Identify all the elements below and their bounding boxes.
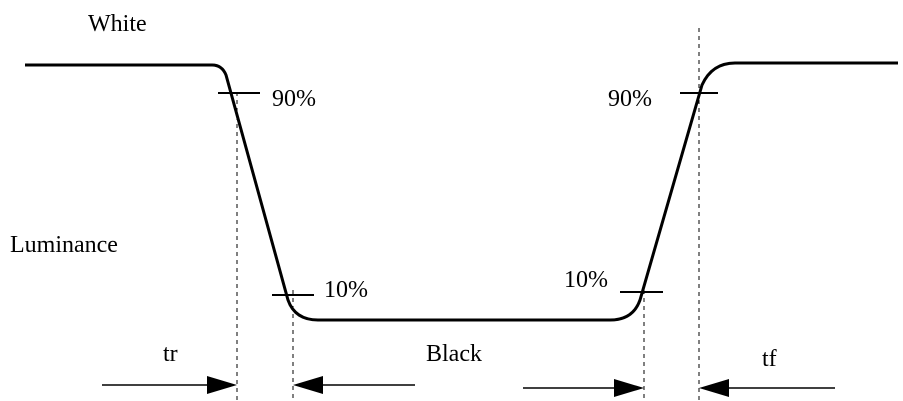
black-label: Black bbox=[426, 341, 482, 367]
luminance-waveform bbox=[25, 61, 898, 322]
fall-time-left-arrowhead bbox=[614, 379, 644, 397]
falling-10-label: 10% bbox=[324, 277, 368, 303]
rising-90-label: 90% bbox=[608, 86, 652, 112]
rise-time-label: tr bbox=[163, 341, 178, 367]
falling-90-label: 90% bbox=[272, 86, 316, 112]
rising-10-label: 10% bbox=[564, 267, 608, 293]
rise-time-right-arrowhead bbox=[293, 376, 323, 394]
fall-time-right-arrowhead bbox=[699, 379, 729, 397]
luminance-label: Luminance bbox=[10, 232, 118, 258]
white-label: White bbox=[88, 11, 147, 37]
rise-time-left-arrowhead bbox=[207, 376, 237, 394]
fall-time-label: tf bbox=[762, 346, 777, 372]
